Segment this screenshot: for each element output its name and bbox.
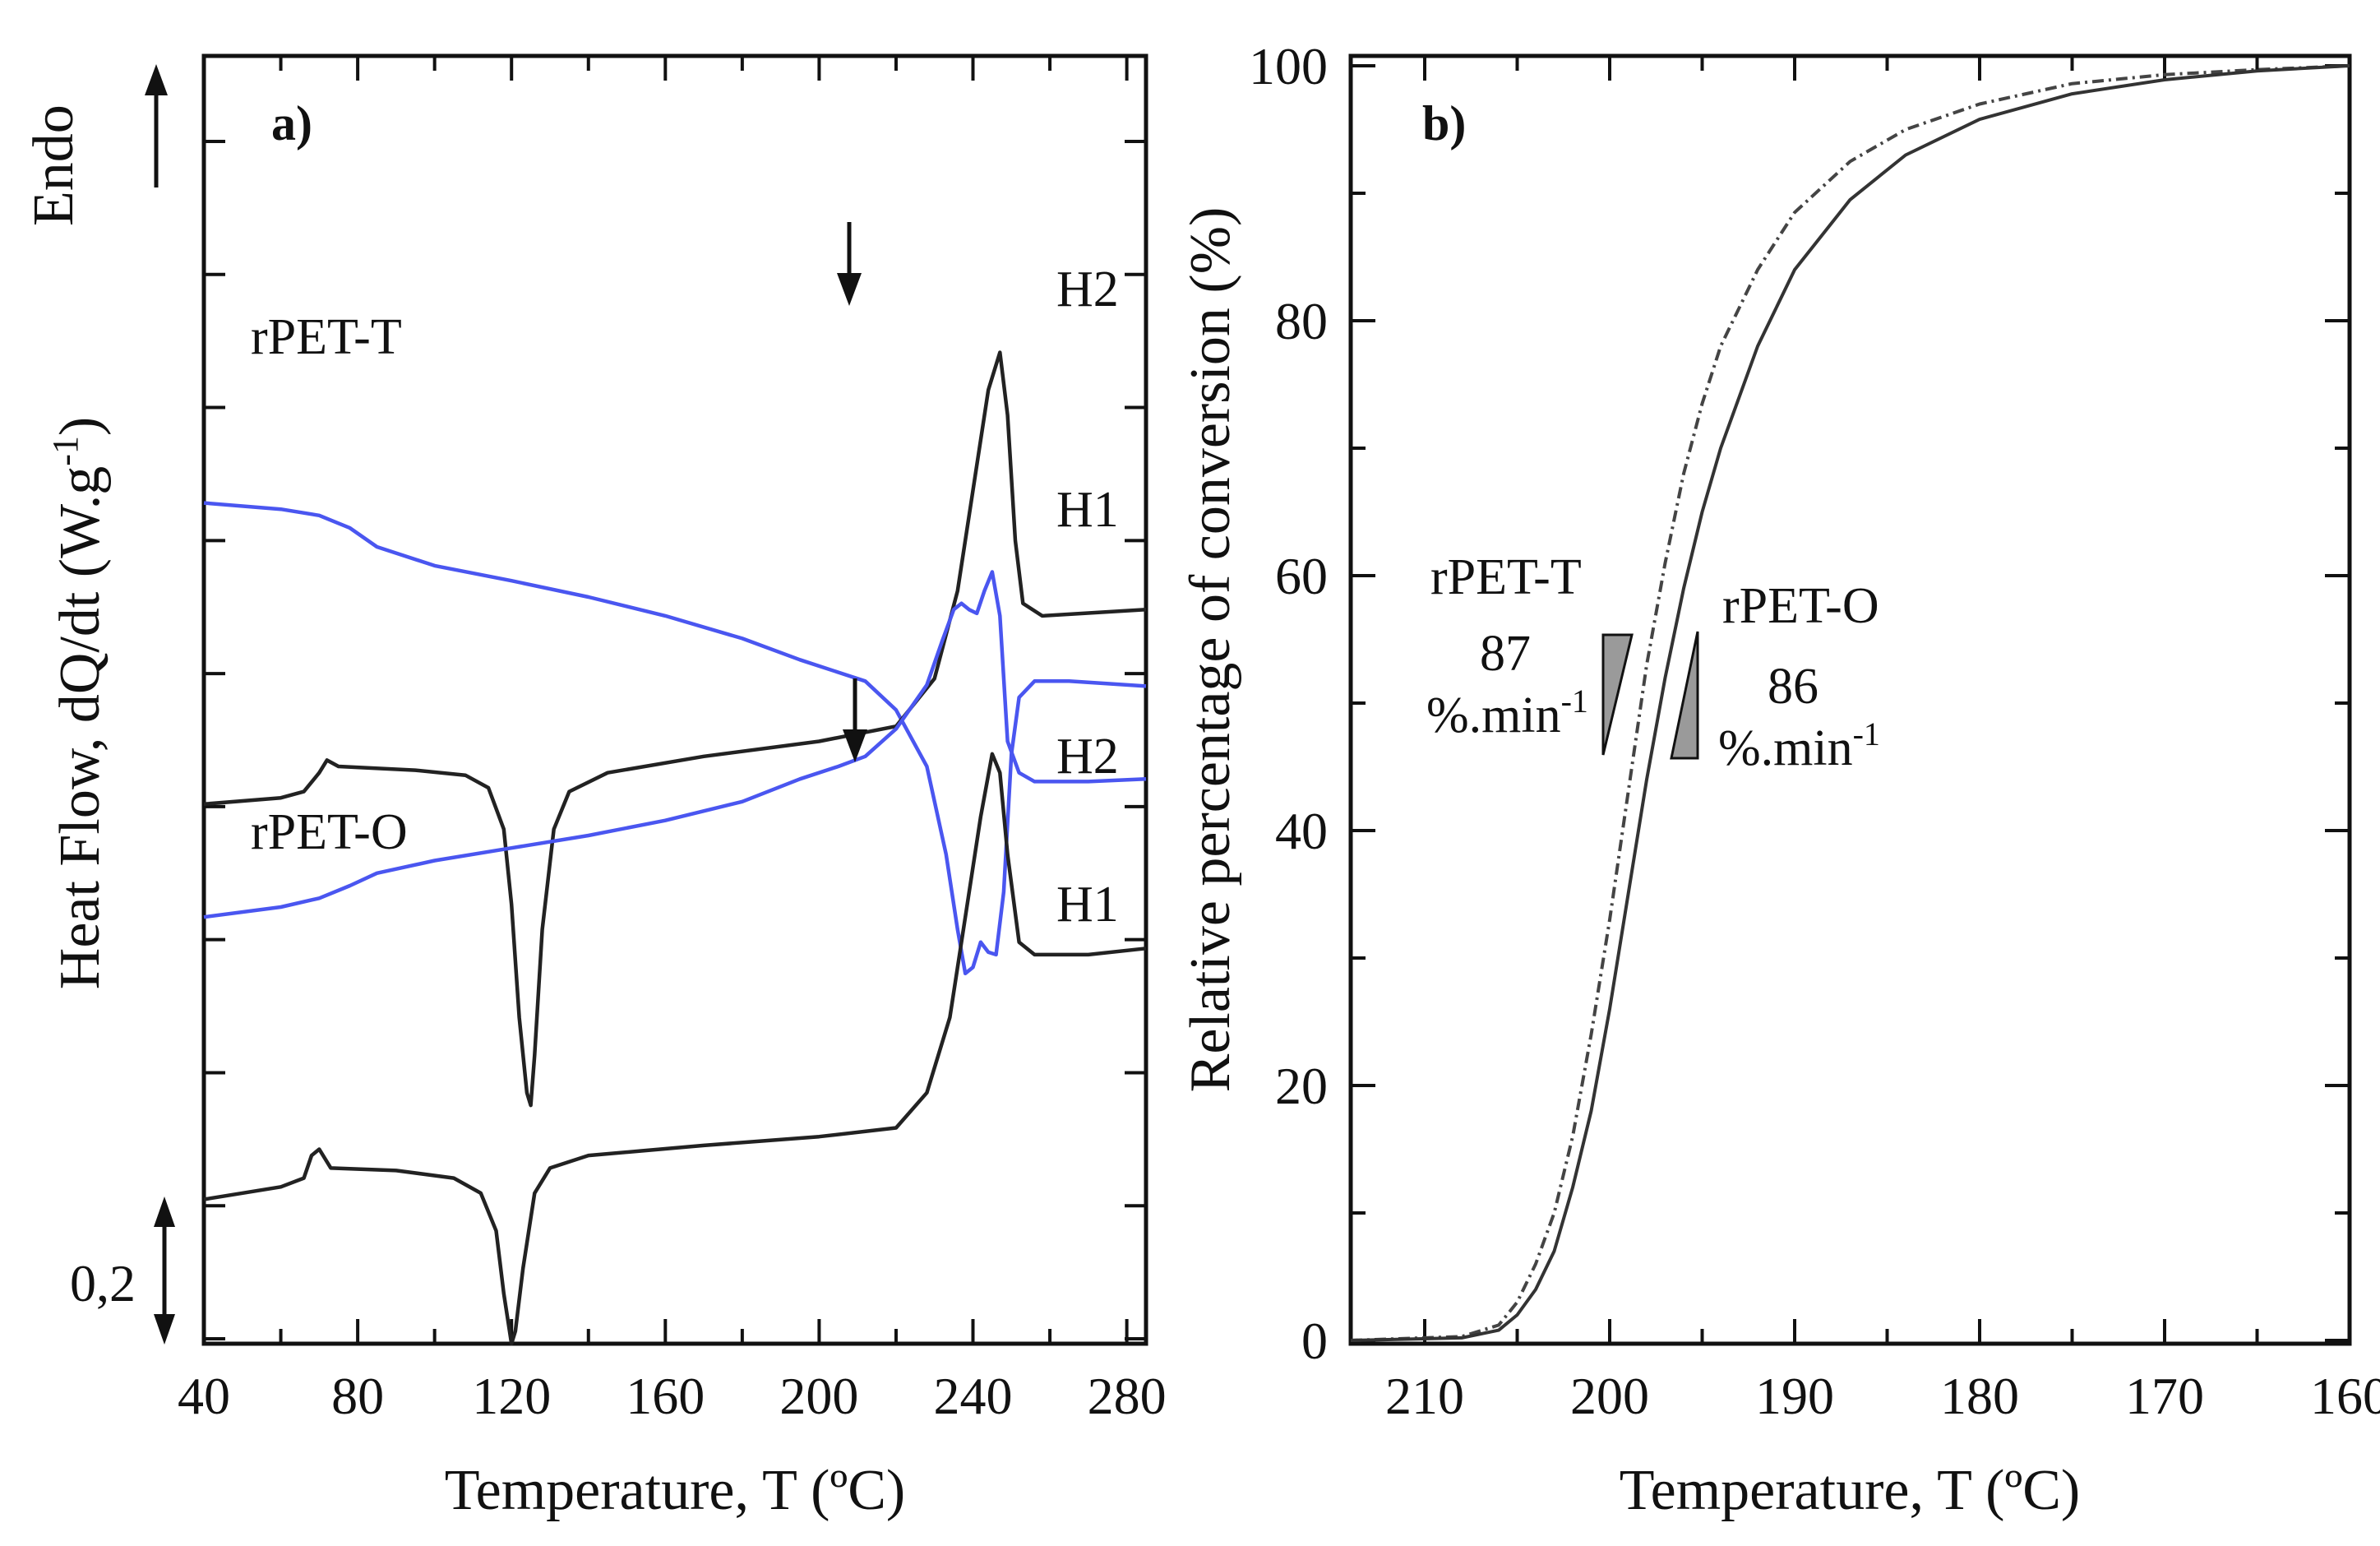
- panel-b-conversion: 210 200 190 180 170 160 0 20 40 60 80 100 b) rPET-…: [1179, 37, 2380, 1522]
- panel-a-x-ticks: 40 80 120 160 200 240 280: [178, 56, 1167, 1425]
- panel-b-frame: [1348, 53, 2352, 1346]
- b-y-tick-label-5: 100: [1249, 37, 1328, 95]
- a-curve-rpet-o-h2: [203, 570, 1147, 919]
- label-rpet-o-h1: H1: [1056, 877, 1119, 933]
- label-rpet-t-h2: H2: [1056, 262, 1119, 317]
- b-x-tick-label-3: 180: [1940, 1367, 2019, 1425]
- panel-a-ylabel-main: Heat Flow, dQ/dt (W.g: [49, 466, 112, 989]
- a-curve-rpet-t-h1: [203, 350, 1147, 1108]
- a-x-tick-label-0: 40: [178, 1367, 230, 1425]
- b-y-tick-label-4: 80: [1275, 292, 1328, 350]
- panel-b-label: b): [1422, 96, 1466, 150]
- a-x-tick-label-3: 160: [626, 1367, 705, 1425]
- panel-a-label: a): [271, 96, 312, 150]
- b-curve-rpet-o: [1350, 64, 2350, 1342]
- annotation-rpet-o-rate: 86: [1768, 659, 1819, 715]
- a-x-tick-label-6: 280: [1088, 1367, 1167, 1425]
- endo-arrow: [145, 64, 168, 187]
- b-x-tick-label-5: 160: [2310, 1367, 2380, 1425]
- annotation-rpet-t-unit: %.min-1: [1426, 683, 1588, 743]
- slope-triangle-rpet-o: [1670, 631, 1699, 760]
- panel-a-y-axis-label: Heat Flow, dQ/dt (W.g-1): [45, 417, 112, 989]
- endo-label: Endo: [22, 104, 85, 226]
- panel-b-x-axis-label: Temperature, T (ºC): [1620, 1459, 2080, 1522]
- a-curve-rpet-t-h2: [203, 501, 1147, 976]
- a-curve-rpet-o-h1: [203, 752, 1147, 1346]
- arrow-marker-rpet-o: [843, 678, 867, 762]
- a-x-tick-label-2: 120: [472, 1367, 551, 1425]
- panel-a-curves: [203, 350, 1147, 1346]
- scale-bar-label: 0,2: [70, 1254, 136, 1312]
- slope-triangle-rpet-t: [1601, 633, 1634, 756]
- label-rpet-o: rPET-O: [251, 804, 408, 860]
- panel-b-y-ticks: 0 20 40 60 80 100: [1249, 37, 2350, 1370]
- label-rpet-t-h1: H1: [1056, 482, 1119, 538]
- label-rpet-t: rPET-T: [251, 309, 402, 365]
- annotation-rpet-o-unit: %.min-1: [1718, 715, 1880, 776]
- panel-a-ylabel-sup: -1: [45, 436, 85, 466]
- annotation-rpet-t-label: rPET-T: [1430, 549, 1582, 605]
- a-x-tick-label-4: 200: [779, 1367, 858, 1425]
- panel-a-heat-flow: 40 80 120 160 200 240 280 a) rPET-T rPET-O H2 …: [22, 53, 1167, 1522]
- b-x-tick-label-1: 200: [1570, 1367, 1649, 1425]
- label-rpet-o-h2: H2: [1056, 729, 1119, 785]
- panel-a-y-ticks: [204, 140, 1146, 1340]
- annotation-rpet-t-rate: 87: [1480, 626, 1531, 682]
- b-y-tick-label-2: 40: [1275, 802, 1328, 860]
- b-x-tick-label-4: 170: [2125, 1367, 2204, 1425]
- panel-b-x-ticks: 210 200 190 180 170 160: [1385, 56, 2380, 1425]
- a-x-tick-label-1: 80: [331, 1367, 384, 1425]
- panel-b-y-axis-label: Relative percentage of conversion (%): [1179, 207, 1242, 1093]
- b-y-tick-label-3: 60: [1275, 547, 1328, 605]
- panel-b-curves: [1350, 64, 2350, 1342]
- b-x-tick-label-0: 210: [1385, 1367, 1464, 1425]
- a-x-tick-label-5: 240: [934, 1367, 1013, 1425]
- panel-a-x-axis-label: Temperature, T (ºC): [445, 1459, 905, 1522]
- b-y-tick-label-0: 0: [1301, 1312, 1328, 1370]
- annotation-rpet-o-label: rPET-O: [1722, 578, 1879, 634]
- b-x-tick-label-2: 190: [1755, 1367, 1834, 1425]
- b-curve-rpet-t: [1350, 64, 2350, 1342]
- panel-a-frame: [201, 53, 1148, 1346]
- b-y-tick-label-1: 20: [1275, 1057, 1328, 1115]
- arrow-marker-rpet-t: [837, 222, 862, 306]
- scale-bar: [154, 1197, 175, 1345]
